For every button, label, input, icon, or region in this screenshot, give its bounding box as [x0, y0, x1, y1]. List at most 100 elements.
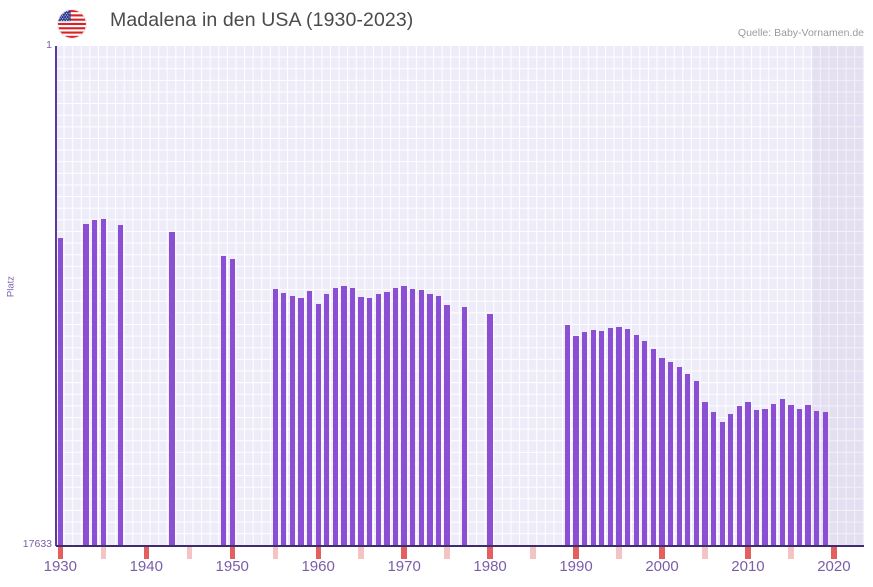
- bar[interactable]: [736, 405, 743, 546]
- bar[interactable]: [427, 293, 433, 546]
- bar-series: [56, 46, 864, 546]
- bar[interactable]: [573, 336, 579, 546]
- source-attribution: Quelle: Baby-Vornamen.de: [737, 27, 864, 39]
- bar[interactable]: [461, 306, 467, 546]
- x-axis-tick-labels: 1930 1940 1950 1960 1970 1980 1990 2000 2010 2020: [0, 558, 873, 587]
- bar[interactable]: [272, 288, 278, 546]
- bar[interactable]: [719, 422, 725, 546]
- bar[interactable]: [410, 288, 416, 546]
- x-tick-minor: [444, 547, 450, 559]
- bar[interactable]: [788, 404, 794, 546]
- bar[interactable]: [581, 332, 588, 546]
- bar[interactable]: [57, 237, 63, 546]
- bar[interactable]: [220, 255, 227, 546]
- x-axis-tick-label: 2020: [817, 558, 851, 575]
- bar[interactable]: [616, 326, 622, 546]
- bar[interactable]: [100, 219, 106, 546]
- bar[interactable]: [590, 329, 596, 546]
- bar[interactable]: [633, 334, 639, 546]
- bar[interactable]: [762, 408, 768, 546]
- bar[interactable]: [814, 411, 820, 546]
- x-tick-minor: [272, 547, 278, 559]
- bar[interactable]: [332, 287, 339, 546]
- bar[interactable]: [306, 290, 313, 546]
- bar[interactable]: [384, 292, 390, 546]
- bar[interactable]: [659, 358, 665, 546]
- page-title: Madalena in den USA (1930-2023): [110, 9, 414, 31]
- y-axis-line: [55, 46, 57, 546]
- bar[interactable]: [367, 297, 373, 546]
- x-tick-minor: [702, 547, 708, 559]
- bar[interactable]: [392, 287, 399, 546]
- bar[interactable]: [358, 297, 364, 546]
- bar[interactable]: [341, 286, 347, 546]
- bar[interactable]: [281, 293, 287, 546]
- bar[interactable]: [349, 288, 356, 546]
- bar[interactable]: [324, 294, 330, 546]
- bar[interactable]: [702, 401, 708, 546]
- bar[interactable]: [315, 303, 321, 546]
- x-tick-minor: [100, 547, 106, 559]
- x-axis-tick-label: 1990: [559, 558, 593, 575]
- bar[interactable]: [779, 398, 785, 546]
- x-tick-major: [401, 547, 407, 559]
- y-axis-top-tick-label: 1: [46, 39, 52, 51]
- x-tick-major: [315, 547, 321, 559]
- x-tick-major: [487, 547, 493, 559]
- x-tick-minor: [186, 547, 192, 559]
- bar[interactable]: [685, 373, 691, 546]
- bar[interactable]: [667, 361, 674, 546]
- x-axis-tick-label: 1930: [43, 558, 77, 575]
- y-axis-title: Platz: [5, 275, 17, 298]
- x-axis-tick-markers: [56, 547, 864, 559]
- x-tick-major: [745, 547, 751, 559]
- bar[interactable]: [607, 327, 614, 546]
- bar[interactable]: [745, 402, 751, 546]
- x-axis-line: [56, 545, 864, 547]
- x-axis-tick-label: 1960: [301, 558, 335, 575]
- bar[interactable]: [599, 331, 605, 546]
- bar[interactable]: [728, 413, 734, 546]
- x-axis-tick-label: 1940: [129, 558, 163, 575]
- bar[interactable]: [375, 293, 381, 546]
- bar[interactable]: [229, 258, 235, 546]
- x-axis-tick-label: 1970: [387, 558, 421, 575]
- us-flag-icon: [58, 10, 86, 38]
- bar[interactable]: [169, 232, 175, 546]
- bar[interactable]: [298, 298, 304, 546]
- x-axis-tick-label: 2000: [645, 558, 679, 575]
- bar[interactable]: [444, 304, 450, 546]
- bar[interactable]: [805, 404, 811, 546]
- bar[interactable]: [796, 408, 803, 546]
- x-tick-minor: [530, 547, 536, 559]
- bar[interactable]: [564, 325, 571, 546]
- bar[interactable]: [642, 340, 648, 546]
- x-tick-major: [143, 547, 149, 559]
- x-tick-major: [229, 547, 235, 559]
- bar[interactable]: [418, 290, 424, 546]
- y-axis-bottom-tick-label: 17633: [22, 538, 52, 550]
- bar[interactable]: [624, 328, 631, 546]
- x-tick-major: [659, 547, 665, 559]
- bar[interactable]: [435, 295, 442, 546]
- bar[interactable]: [822, 411, 828, 546]
- bar[interactable]: [710, 412, 717, 546]
- bar[interactable]: [771, 403, 777, 546]
- bar[interactable]: [753, 410, 760, 546]
- bar[interactable]: [92, 220, 98, 546]
- chart-header: Madalena in den USA (1930-2023) Quelle: …: [0, 0, 873, 46]
- x-axis-tick-label: 2010: [731, 558, 765, 575]
- bar[interactable]: [83, 224, 89, 546]
- bar[interactable]: [676, 366, 682, 546]
- bar[interactable]: [487, 314, 493, 546]
- x-tick-major: [573, 547, 579, 559]
- x-tick-minor: [358, 547, 364, 559]
- bar[interactable]: [289, 295, 296, 546]
- x-tick-minor: [788, 547, 794, 559]
- bar[interactable]: [401, 286, 407, 546]
- bar[interactable]: [650, 349, 657, 546]
- bar[interactable]: [117, 224, 124, 546]
- plot-area: [56, 46, 864, 546]
- bar[interactable]: [693, 381, 700, 546]
- x-tick-minor: [616, 547, 622, 559]
